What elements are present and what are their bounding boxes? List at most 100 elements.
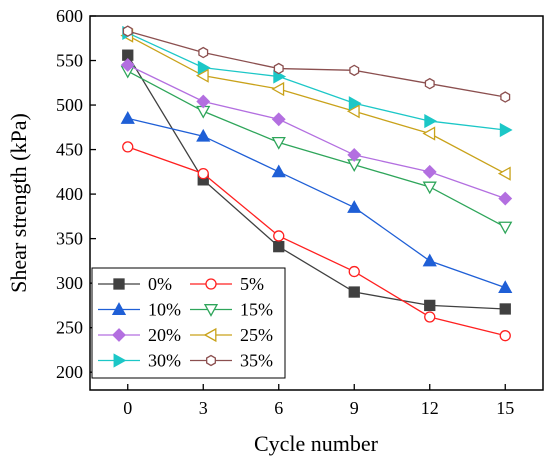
legend-marker bbox=[203, 327, 217, 343]
data-point bbox=[499, 330, 511, 342]
series-2 bbox=[120, 111, 513, 294]
data-point bbox=[422, 181, 437, 195]
y-tick-label: 450 bbox=[56, 140, 83, 160]
data-point bbox=[122, 25, 133, 37]
data-point bbox=[500, 91, 511, 103]
legend-item: 5% bbox=[190, 274, 264, 294]
data-point bbox=[273, 62, 284, 75]
x-tick-label: 9 bbox=[350, 398, 359, 418]
legend-marker bbox=[206, 354, 216, 367]
series-line bbox=[127, 64, 506, 200]
series-line bbox=[127, 32, 506, 131]
data-point bbox=[120, 111, 135, 124]
legend-label: 10% bbox=[148, 300, 181, 320]
data-point bbox=[348, 265, 360, 278]
legend-item: 15% bbox=[190, 300, 273, 320]
legend-item: 20% bbox=[98, 325, 181, 345]
legend: 0% 5% 10% 15% 20% 25% 30% 35% bbox=[91, 267, 286, 379]
x-tick-label: 0 bbox=[123, 398, 132, 418]
x-tick-label: 12 bbox=[421, 398, 439, 418]
data-point bbox=[499, 122, 513, 138]
data-point bbox=[120, 58, 135, 72]
legend-marker bbox=[203, 304, 219, 317]
data-point bbox=[349, 64, 360, 77]
series-5 bbox=[120, 28, 511, 181]
data-point bbox=[424, 113, 438, 129]
series-line bbox=[127, 70, 506, 228]
legend-marker bbox=[111, 302, 127, 315]
legend-label: 20% bbox=[148, 325, 181, 345]
data-point bbox=[424, 299, 436, 312]
y-tick-label: 500 bbox=[56, 95, 83, 115]
plot-frame bbox=[89, 15, 544, 391]
x-axis: 0 3 6 9 12 15 bbox=[123, 384, 514, 418]
x-tick-label: 3 bbox=[199, 398, 208, 418]
data-point bbox=[197, 60, 211, 75]
y-tick-label: 400 bbox=[56, 184, 83, 204]
series-0 bbox=[122, 49, 511, 315]
data-point bbox=[196, 94, 211, 109]
data-point bbox=[198, 46, 209, 59]
data-point bbox=[497, 166, 511, 181]
data-point bbox=[195, 68, 209, 83]
legend-label: 0% bbox=[148, 274, 172, 294]
x-axis-title: Cycle number bbox=[254, 431, 379, 456]
data-point bbox=[348, 96, 362, 111]
data-point bbox=[122, 141, 134, 153]
data-point bbox=[498, 191, 513, 206]
legend-marker bbox=[113, 353, 127, 368]
series-4 bbox=[120, 58, 513, 206]
series-line bbox=[127, 35, 506, 175]
data-point bbox=[498, 221, 513, 235]
series-line bbox=[127, 117, 506, 289]
legend-marker bbox=[112, 328, 126, 342]
legend-label: 30% bbox=[148, 351, 181, 371]
y-tick-label: 550 bbox=[56, 51, 83, 71]
x-tick-label: 6 bbox=[274, 398, 283, 418]
data-point bbox=[422, 126, 436, 141]
data-point bbox=[347, 200, 362, 213]
data-point bbox=[424, 77, 435, 90]
y-tick-label: 250 bbox=[56, 318, 83, 338]
legend-item: 30% bbox=[98, 351, 181, 371]
legend-label: 35% bbox=[240, 351, 273, 371]
legend-marker bbox=[113, 278, 125, 290]
legend-item: 25% bbox=[190, 325, 273, 345]
data-point bbox=[347, 147, 362, 162]
data-point bbox=[273, 240, 285, 253]
data-point bbox=[271, 81, 285, 97]
y-tick-label: 600 bbox=[56, 6, 83, 26]
legend-marker bbox=[205, 278, 217, 290]
legend-label: 25% bbox=[240, 325, 273, 345]
y-axis-title: Shear strength (kPa) bbox=[6, 113, 31, 293]
y-tick-label: 200 bbox=[56, 362, 83, 382]
series-7 bbox=[122, 25, 511, 103]
legend-item: 35% bbox=[190, 351, 273, 371]
data-point bbox=[348, 286, 360, 298]
data-point bbox=[197, 167, 209, 180]
data-point bbox=[346, 104, 360, 119]
data-point bbox=[422, 253, 437, 267]
series-6 bbox=[122, 25, 513, 138]
data-point bbox=[424, 311, 436, 323]
data-point bbox=[498, 280, 513, 294]
series-3 bbox=[120, 65, 513, 235]
data-point bbox=[196, 128, 211, 142]
legend-item: 10% bbox=[98, 300, 181, 320]
data-point bbox=[271, 112, 286, 127]
series-line bbox=[127, 30, 506, 98]
data-point bbox=[271, 136, 286, 150]
legend-label: 15% bbox=[240, 300, 273, 320]
data-point bbox=[499, 303, 511, 315]
y-tick-label: 300 bbox=[56, 273, 83, 293]
data-point bbox=[271, 164, 286, 178]
y-tick-label: 350 bbox=[56, 229, 83, 249]
legend-label: 5% bbox=[240, 274, 264, 294]
x-tick-label: 15 bbox=[496, 398, 514, 418]
series-1 bbox=[122, 141, 511, 342]
series-line bbox=[127, 54, 506, 310]
data-point bbox=[273, 230, 285, 242]
legend-item: 0% bbox=[98, 274, 172, 294]
series-line bbox=[127, 146, 506, 337]
